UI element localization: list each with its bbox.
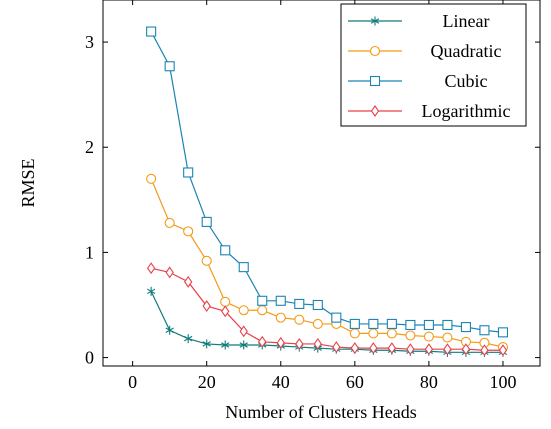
- data-point-linear: [221, 340, 230, 350]
- data-point-logarithmic: [295, 337, 304, 350]
- legend-label: Cubic: [445, 71, 488, 91]
- data-point-logarithmic: [424, 343, 434, 356]
- data-point-quadratic: [201, 255, 212, 266]
- data-point-logarithmic: [406, 343, 415, 356]
- data-point-quadratic: [183, 226, 194, 237]
- data-point-cubic: [331, 312, 342, 323]
- data-point-logarithmic: [369, 342, 378, 355]
- data-point-cubic: [238, 262, 249, 273]
- x-tick-label: 0: [128, 372, 137, 392]
- x-tick-label: 80: [420, 372, 438, 392]
- y-tick-label: 1: [85, 242, 94, 262]
- data-point-logarithmic: [202, 300, 211, 313]
- series-line-linear: [150, 291, 503, 353]
- data-point-cubic: [201, 216, 212, 227]
- data-point-logarithmic: [350, 342, 360, 355]
- x-tick-label: 40: [272, 372, 290, 392]
- data-point-logarithmic: [146, 262, 156, 275]
- data-point-cubic: [442, 319, 453, 331]
- data-point-cubic: [257, 295, 268, 306]
- data-point-cubic: [183, 167, 194, 178]
- legend-item-cubic: Cubic: [348, 71, 488, 91]
- data-point-cubic: [349, 318, 360, 329]
- data-point-quadratic: [275, 312, 286, 323]
- series-layer: [146, 26, 509, 357]
- legend-item-linear: Linear: [348, 11, 489, 31]
- axis-ticks: 0 20 40 60 80 100 0 1 2 3: [85, 0, 540, 392]
- data-point-linear: [184, 334, 193, 344]
- data-point-quadratic: [220, 296, 231, 307]
- data-point-quadratic: [368, 328, 379, 339]
- data-point-logarithmic: [239, 325, 248, 338]
- data-point-quadratic: [405, 330, 416, 341]
- legend-box: [340, 3, 527, 127]
- legend-swatch-marker: [369, 75, 381, 87]
- legend-swatch-marker: [370, 105, 380, 117]
- data-point-quadratic: [294, 314, 305, 325]
- data-point-logarithmic: [184, 275, 193, 288]
- data-point-cubic: [405, 319, 416, 331]
- x-tick-label: 60: [346, 372, 364, 392]
- x-tick-label: 20: [198, 372, 216, 392]
- series-logarithmic: [146, 262, 508, 357]
- legend-item-quadratic: Quadratic: [348, 41, 501, 61]
- data-point-quadratic: [312, 318, 323, 329]
- data-point-quadratic: [349, 328, 360, 339]
- data-point-quadratic: [442, 332, 453, 343]
- plot-frame: [102, 0, 541, 367]
- legend-label: Quadratic: [431, 41, 502, 61]
- y-tick-label: 2: [85, 137, 94, 157]
- data-point-linear: [165, 325, 174, 335]
- data-point-cubic: [479, 325, 490, 336]
- data-point-logarithmic: [332, 341, 341, 354]
- data-point-logarithmic: [480, 344, 489, 357]
- data-point-logarithmic: [387, 342, 397, 355]
- data-point-cubic: [164, 61, 175, 72]
- data-point-logarithmic: [258, 335, 267, 348]
- data-point-linear: [239, 340, 248, 350]
- data-point-logarithmic: [313, 337, 322, 350]
- data-point-linear: [146, 286, 156, 296]
- y-axis-label: RMSE: [18, 158, 38, 207]
- data-point-logarithmic: [498, 344, 508, 357]
- legend-label: Linear: [443, 11, 490, 31]
- data-point-logarithmic: [165, 266, 174, 279]
- data-point-cubic: [497, 327, 509, 338]
- legend-item-logarithmic: Logarithmic: [348, 101, 510, 121]
- data-point-quadratic: [146, 173, 157, 184]
- data-point-quadratic: [164, 217, 175, 229]
- y-tick-label: 3: [85, 32, 94, 52]
- x-tick-label: 100: [489, 372, 516, 392]
- y-tick-label: 0: [85, 348, 94, 368]
- data-point-logarithmic: [221, 305, 230, 318]
- data-point-logarithmic: [461, 343, 471, 356]
- series-cubic: [146, 26, 509, 338]
- series-quadratic: [146, 173, 509, 353]
- data-point-cubic: [294, 298, 305, 309]
- data-point-cubic: [460, 322, 471, 333]
- data-point-cubic: [275, 295, 286, 306]
- data-point-quadratic: [386, 328, 397, 339]
- data-point-cubic: [423, 319, 434, 331]
- legend-swatch-marker: [369, 45, 381, 57]
- data-point-cubic: [386, 318, 397, 329]
- data-point-linear: [202, 339, 211, 349]
- data-point-quadratic: [257, 305, 268, 316]
- data-point-logarithmic: [443, 343, 452, 356]
- data-point-cubic: [312, 299, 323, 311]
- legend-swatch-marker: [370, 16, 380, 26]
- legend-label: Logarithmic: [422, 101, 511, 121]
- data-point-cubic: [146, 26, 157, 37]
- data-point-cubic: [368, 318, 379, 329]
- data-point-quadratic: [238, 305, 249, 316]
- series-linear: [146, 286, 508, 357]
- data-point-logarithmic: [276, 336, 285, 349]
- data-point-cubic: [220, 245, 231, 256]
- legend: Linear Quadratic Cubic Logarithmic: [340, 3, 527, 127]
- data-point-quadratic: [423, 331, 434, 342]
- x-axis-label: Number of Clusters Heads: [225, 402, 416, 422]
